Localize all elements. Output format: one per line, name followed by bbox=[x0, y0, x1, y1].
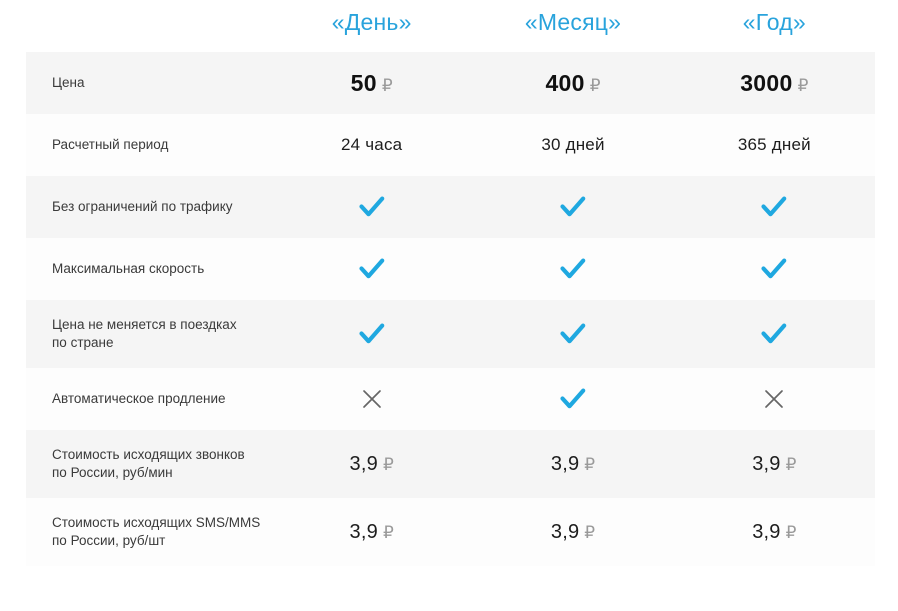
period-value: 24 часа bbox=[341, 135, 403, 154]
currency-symbol: ₽ bbox=[381, 75, 393, 95]
check-icon bbox=[560, 196, 586, 218]
cell-year-максимальная-скорость bbox=[674, 258, 875, 280]
currency-symbol: ₽ bbox=[785, 522, 797, 542]
plan-header-year[interactable]: «Год» bbox=[742, 9, 806, 35]
row-label-цена: Цена bbox=[26, 74, 271, 92]
row-label-расчетный-период: Расчетный период bbox=[26, 136, 271, 154]
period-value: 365 дней bbox=[737, 135, 811, 154]
price-amount: 50 bbox=[350, 69, 377, 96]
cell-day-максимальная-скорость bbox=[271, 258, 472, 280]
check-icon bbox=[761, 196, 787, 218]
row-label-line: Цена не меняется в поездках bbox=[52, 317, 237, 332]
cell-month-без-ограничений-по-трафику bbox=[472, 196, 673, 218]
check-icon bbox=[560, 323, 586, 345]
cell-year-стоимость-исходящих-sms-mms: 3,9 ₽ bbox=[674, 521, 875, 544]
cell-day-без-ограничений-по-трафику bbox=[271, 196, 472, 218]
currency-symbol: ₽ bbox=[382, 454, 394, 474]
cell-year-автоматическое-продление bbox=[674, 388, 875, 410]
row-label-line: по России, руб/шт bbox=[52, 533, 166, 548]
row-label-автоматическое-продление: Автоматическое продление bbox=[26, 390, 271, 408]
tariff-table: Цена 50 ₽400 ₽3000 ₽ Расчетный период 24 часа 3… bbox=[26, 52, 875, 566]
rate-amount: 3,9 bbox=[349, 452, 378, 475]
cell-month-цена-не-меняется-в-поездках bbox=[472, 323, 673, 345]
cell-year-расчетный-период: 365 дней bbox=[674, 135, 875, 155]
currency-symbol: ₽ bbox=[584, 522, 596, 542]
row-label-line: Без ограничений по трафику bbox=[52, 199, 233, 214]
row-label-line: по России, руб/мин bbox=[52, 465, 173, 480]
check-icon bbox=[359, 196, 385, 218]
row-label-максимальная-скорость: Максимальная скорость bbox=[26, 260, 271, 278]
table-row: Стоимость исходящих SMS/MMS по России, ру… bbox=[26, 498, 875, 566]
check-icon bbox=[761, 323, 787, 345]
cell-month-расчетный-период: 30 дней bbox=[472, 135, 673, 155]
row-label-line: Автоматическое продление bbox=[52, 391, 226, 406]
row-label-стоимость-исходящих-звонков: Стоимость исходящих звонков по России, ру… bbox=[26, 446, 271, 482]
cell-month-стоимость-исходящих-sms-mms: 3,9 ₽ bbox=[472, 521, 673, 544]
cell-year-цена: 3000 ₽ bbox=[674, 70, 875, 97]
cell-year-стоимость-исходящих-звонков: 3,9 ₽ bbox=[674, 453, 875, 476]
rate-amount: 3,9 bbox=[550, 520, 580, 543]
cell-day-цена-не-меняется-в-поездках bbox=[271, 323, 472, 345]
price-amount: 400 bbox=[545, 69, 585, 96]
cell-day-стоимость-исходящих-звонков: 3,9 ₽ bbox=[271, 453, 472, 476]
row-label-line: Стоимость исходящих звонков bbox=[52, 447, 245, 462]
rate-amount: 3,9 bbox=[550, 452, 580, 475]
table-row: Максимальная скорость bbox=[26, 238, 875, 300]
period-value: 30 дней bbox=[541, 135, 605, 154]
check-icon bbox=[359, 258, 385, 280]
check-icon bbox=[560, 258, 586, 280]
cell-year-без-ограничений-по-трафику bbox=[674, 196, 875, 218]
plan-header-day[interactable]: «День» bbox=[331, 9, 412, 35]
cell-month-автоматическое-продление bbox=[472, 388, 673, 410]
check-icon bbox=[560, 388, 586, 410]
table-row: Цена 50 ₽400 ₽3000 ₽ bbox=[26, 52, 875, 114]
plan-header-month[interactable]: «Месяц» bbox=[524, 9, 622, 35]
table-bottom-spacer bbox=[0, 566, 898, 577]
table-row: Расчетный период 24 часа 30 дней 365 дней bbox=[26, 114, 875, 176]
currency-symbol: ₽ bbox=[382, 522, 394, 542]
row-label-стоимость-исходящих-sms-mms: Стоимость исходящих SMS/MMS по России, ру… bbox=[26, 514, 271, 550]
check-icon bbox=[359, 323, 385, 345]
table-row: Автоматическое продление bbox=[26, 368, 875, 430]
rate-amount: 3,9 bbox=[752, 520, 781, 543]
cross-icon bbox=[361, 388, 383, 410]
price-amount: 3000 bbox=[740, 69, 793, 96]
cell-year-цена-не-меняется-в-поездках bbox=[674, 323, 875, 345]
row-label-line: по стране bbox=[52, 335, 114, 350]
cell-day-цена: 50 ₽ bbox=[271, 70, 472, 97]
currency-symbol: ₽ bbox=[797, 75, 809, 95]
cell-day-стоимость-исходящих-sms-mms: 3,9 ₽ bbox=[271, 521, 472, 544]
table-row: Стоимость исходящих звонков по России, ру… bbox=[26, 430, 875, 498]
cell-month-максимальная-скорость bbox=[472, 258, 673, 280]
row-label-line: Расчетный период bbox=[52, 137, 169, 152]
row-label-без-ограничений-по-трафику: Без ограничений по трафику bbox=[26, 198, 271, 216]
row-label-цена-не-меняется-в-поездках: Цена не меняется в поездках по стране bbox=[26, 316, 271, 352]
tariff-table-header: «День» «Месяц» «Год» bbox=[0, 0, 898, 52]
row-label-line: Цена bbox=[52, 75, 85, 90]
cell-month-стоимость-исходящих-звонков: 3,9 ₽ bbox=[472, 453, 673, 476]
cell-month-цена: 400 ₽ bbox=[472, 70, 673, 97]
currency-symbol: ₽ bbox=[584, 454, 596, 474]
cell-day-автоматическое-продление bbox=[271, 388, 472, 410]
table-row: Цена не меняется в поездках по стране bbox=[26, 300, 875, 368]
cross-icon bbox=[763, 388, 785, 410]
row-label-line: Стоимость исходящих SMS/MMS bbox=[52, 515, 261, 530]
cell-day-расчетный-период: 24 часа bbox=[271, 135, 472, 155]
currency-symbol: ₽ bbox=[785, 454, 797, 474]
currency-symbol: ₽ bbox=[589, 75, 601, 95]
row-label-line: Максимальная скорость bbox=[52, 261, 205, 276]
rate-amount: 3,9 bbox=[349, 520, 378, 543]
check-icon bbox=[761, 258, 787, 280]
rate-amount: 3,9 bbox=[752, 452, 781, 475]
table-row: Без ограничений по трафику bbox=[26, 176, 875, 238]
